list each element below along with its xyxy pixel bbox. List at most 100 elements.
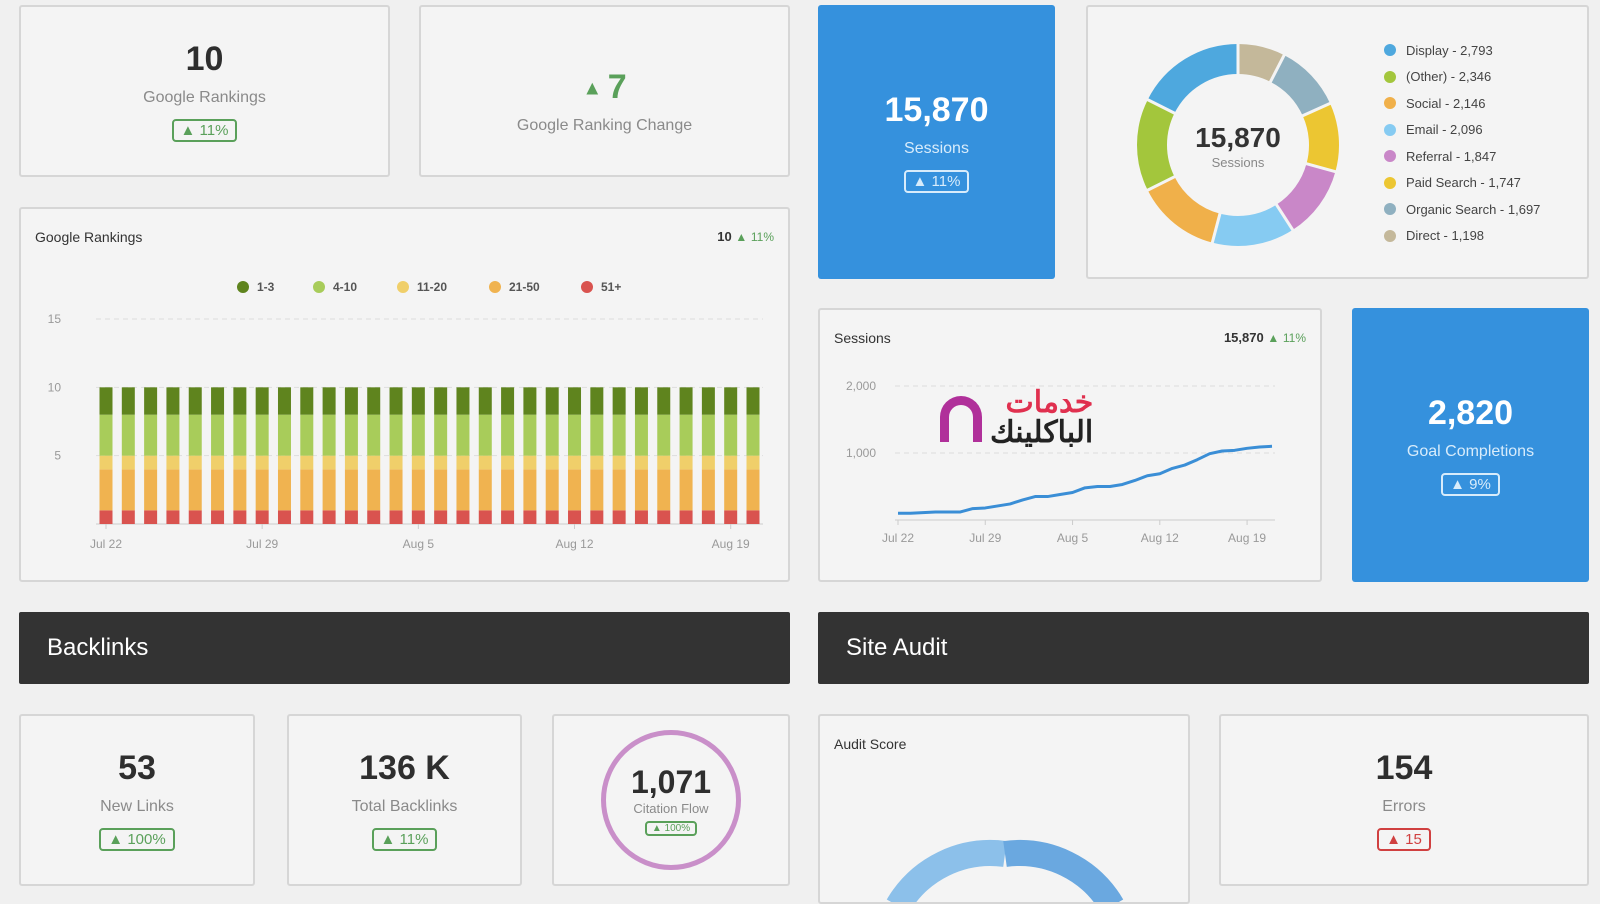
bar-segment-11-20 (166, 456, 179, 470)
legend-label: Organic Search - 1,697 (1406, 202, 1540, 217)
bar-segment-1-3 (256, 387, 269, 414)
bar-segment-51+ (657, 510, 670, 524)
change-badge: ▲ 100% (645, 821, 697, 836)
bar-segment-11-20 (590, 456, 603, 470)
bar-segment-1-3 (367, 387, 380, 414)
bar-segment-11-20 (278, 456, 291, 470)
donut-center-value: 15,870 (1195, 122, 1281, 153)
y-tick-label: 2,000 (846, 379, 876, 393)
kpi-label: Errors (1382, 798, 1426, 816)
bar-segment-4-10 (100, 415, 113, 456)
legend-marker (1384, 203, 1396, 215)
legend-item: (Other) - 2,346 (1384, 64, 1540, 91)
legend-label: (Other) - 2,346 (1406, 69, 1491, 84)
bar-segment-51+ (233, 510, 246, 524)
donut-slice-direct (1238, 59, 1277, 68)
y-tick-label: 5 (54, 449, 61, 463)
sessions-line (898, 446, 1272, 513)
bar-segment-21-50 (523, 469, 536, 510)
x-tick-label: Aug 19 (1228, 531, 1266, 545)
bar-segment-21-50 (724, 469, 737, 510)
kpi-value: 154 (1376, 749, 1433, 788)
kpi-label: Goal Completions (1407, 443, 1534, 461)
kpi-label: New Links (100, 798, 174, 816)
bar-segment-51+ (390, 510, 403, 524)
change-badge: ▲ 11% (372, 828, 438, 851)
legend-marker (1384, 230, 1396, 242)
legend-item: Email - 2,096 (1384, 117, 1540, 144)
bar-segment-1-3 (233, 387, 246, 414)
legend-marker (1384, 150, 1396, 162)
legend-label: Email - 2,096 (1406, 122, 1483, 137)
up-arrow-icon: ▲ (582, 77, 607, 99)
bar-segment-4-10 (680, 415, 693, 456)
watermark-logo: خدمات الباكلينك (940, 388, 1093, 448)
bar-segment-4-10 (747, 415, 760, 456)
watermark-logo-icon (940, 396, 982, 442)
bar-segment-21-50 (501, 469, 514, 510)
bar-segment-11-20 (747, 456, 760, 470)
bar-segment-1-3 (278, 387, 291, 414)
bar-segment-4-10 (144, 415, 157, 456)
bar-segment-51+ (367, 510, 380, 524)
change-badge: ▲ 100% (99, 828, 174, 851)
bar-segment-21-50 (100, 469, 113, 510)
bar-segment-4-10 (345, 415, 358, 456)
bar-segment-1-3 (724, 387, 737, 414)
bar-segment-4-10 (166, 415, 179, 456)
legend-marker (1384, 97, 1396, 109)
bar-segment-21-50 (189, 469, 202, 510)
x-tick-label: Aug 5 (1057, 531, 1089, 545)
bar-segment-11-20 (345, 456, 358, 470)
bar-segment-1-3 (568, 387, 581, 414)
bar-segment-4-10 (390, 415, 403, 456)
bar-segment-11-20 (323, 456, 336, 470)
legend-label: Paid Search - 1,747 (1406, 175, 1521, 190)
bar-segment-21-50 (390, 469, 403, 510)
bar-segment-21-50 (412, 469, 425, 510)
bar-segment-21-50 (635, 469, 648, 510)
bar-segment-11-20 (479, 456, 492, 470)
kpi-label: Citation Flow (633, 801, 708, 816)
bar-segment-21-50 (590, 469, 603, 510)
summary-value: 10 (717, 229, 731, 244)
bar-segment-21-50 (166, 469, 179, 510)
bar-segment-4-10 (568, 415, 581, 456)
change-value: 15 (1405, 831, 1422, 848)
bar-segment-51+ (501, 510, 514, 524)
sessions-donut-chart: 15,870 Sessions (1128, 35, 1348, 255)
change-value: 11% (932, 173, 961, 190)
legend-label: 11-20 (417, 280, 447, 294)
kpi-value: 2,820 (1428, 394, 1513, 433)
legend-item: Referral - 1,847 (1384, 143, 1540, 170)
bar-segment-11-20 (189, 456, 202, 470)
bar-segment-11-20 (635, 456, 648, 470)
summary-change: 11% (751, 230, 774, 244)
legend-label: 51+ (601, 280, 621, 294)
bar-segment-4-10 (189, 415, 202, 456)
audit-score-gauge (820, 716, 1190, 904)
donut-slice-paid-search (1316, 110, 1324, 168)
bar-segment-4-10 (211, 415, 224, 456)
bar-segment-21-50 (122, 469, 135, 510)
bar-segment-11-20 (501, 456, 514, 470)
bar-segment-11-20 (657, 456, 670, 470)
legend-marker (1384, 124, 1396, 136)
bar-segment-1-3 (702, 387, 715, 414)
bar-segment-4-10 (300, 415, 313, 456)
kpi-value: 10 (186, 40, 224, 79)
bar-segment-4-10 (724, 415, 737, 456)
citation-flow-ring: 1,071 Citation Flow ▲ 100% (601, 730, 741, 870)
bar-segment-21-50 (479, 469, 492, 510)
bar-segment-11-20 (702, 456, 715, 470)
change-badge: ▲ 15 (1377, 828, 1431, 851)
up-arrow-icon: ▲ (913, 173, 932, 190)
legend-label: 21-50 (509, 280, 540, 294)
audit-score-card: Audit Score (818, 714, 1190, 904)
donut-slice-display (1161, 59, 1238, 106)
x-tick-label: Aug 5 (403, 537, 435, 551)
bar-segment-11-20 (122, 456, 135, 470)
bar-segment-21-50 (323, 469, 336, 510)
bar-segment-4-10 (523, 415, 536, 456)
